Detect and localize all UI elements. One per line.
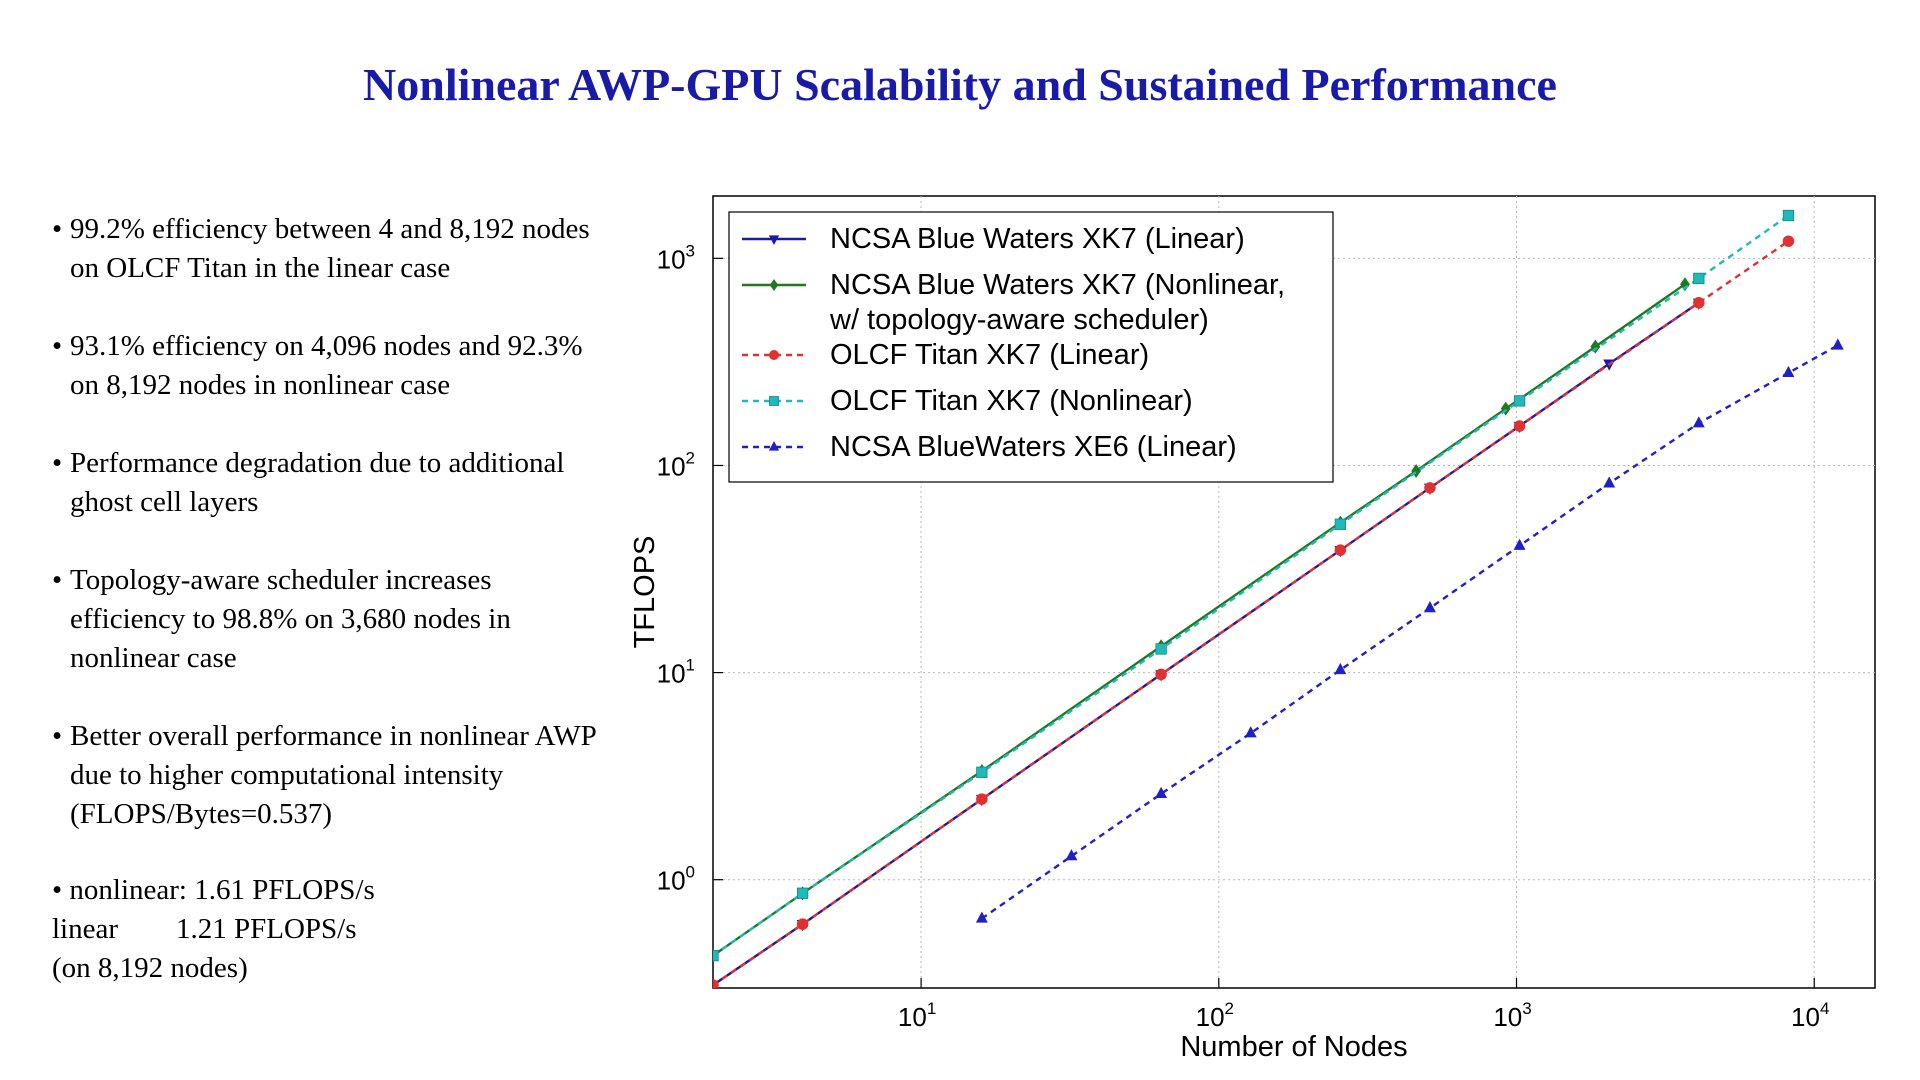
x-tick-label: 104 [1791,999,1829,1032]
data-point [1155,786,1168,798]
bullet-dot: • [52,213,63,245]
bullet-dot: • [52,447,63,479]
data-point [1782,365,1795,378]
x-tick-exponent: 1 [927,999,936,1018]
bullet-dot: • [52,564,63,596]
data-point [1513,420,1526,432]
series-line [981,344,1839,920]
data-point [1155,643,1167,655]
y-tick-exponent: 2 [686,448,695,467]
x-tick-exponent: 3 [1522,999,1531,1018]
data-point [713,949,719,962]
x-tick-label: 102 [1196,999,1234,1032]
y-tick-label: 101 [657,656,695,689]
series-line [713,214,1790,957]
bullet-text: Performance degradation due to additiona… [70,447,565,518]
data-point [1693,272,1705,285]
legend-label: OLCF Titan XK7 (Linear) [830,339,1149,371]
data-point [1513,395,1526,407]
summary-linear: linear 1.21 PFLOPS/s [52,913,357,945]
y-tick-label: 103 [657,241,695,274]
bullet-item: • Better overall performance in nonlinear… [52,717,612,834]
legend: NCSA Blue Waters XK7 (Linear) NCSA Blue W… [728,211,1334,483]
data-point [769,396,779,406]
bullet-text: 99.2% efficiency between 4 and 8,192 nod… [70,213,590,284]
bullet-text: Topology-aware scheduler increases effic… [70,564,511,674]
legend-box [728,211,1334,483]
data-point [1603,476,1616,488]
x-axis-label: Number of Nodes [1180,1031,1407,1063]
x-tick-exponent: 4 [1820,999,1829,1018]
data-point [1334,662,1347,675]
summary-nonlinear: • nonlinear: 1.61 PFLOPS/s [52,874,375,906]
data-point [768,235,780,245]
legend-label: NCSA BlueWaters XE6 (Linear) [830,431,1237,463]
legend-label: NCSA Blue Waters XK7 (Linear) [830,223,1245,255]
series-titan-linear [713,235,1795,988]
series-bw-xe6-linear [975,338,1844,923]
data-point [1500,401,1511,416]
data-point [796,918,809,930]
data-point [1065,849,1078,861]
data-point [1680,277,1690,292]
bullet-text: 93.1% efficiency on 4,096 nodes and 92.3… [70,330,583,401]
data-point [769,350,779,360]
y-tick-label: 102 [657,448,695,481]
data-point [768,441,780,451]
bullet-item: • Topology-aware scheduler increases effi… [52,561,612,678]
bullet-item: • 93.1% efficiency on 4,096 nodes and 92.… [52,327,612,405]
x-tick-label: 103 [1493,999,1531,1032]
legend-label: NCSA Blue Waters XK7 (Nonlinear, [830,269,1285,301]
data-point [1424,601,1436,613]
data-point [1334,544,1347,556]
data-point [1424,482,1436,494]
data-point [713,979,719,988]
bullet-item: • Performance degradation due to addition… [52,444,612,522]
y-tick-exponent: 0 [686,863,695,882]
data-point [1782,235,1795,247]
summary-nodes: (on 8,192 nodes) [52,952,248,984]
data-point [1692,416,1705,428]
y-tick-exponent: 1 [686,656,695,675]
series-group [713,209,1844,988]
legend-label: OLCF Titan XK7 (Nonlinear) [830,385,1193,417]
bullet-list: • 99.2% efficiency between 4 and 8,192 no… [52,210,612,988]
page-title: Nonlinear AWP-GPU Scalability and Sustai… [363,59,1557,110]
y-tick-label: 100 [657,863,695,896]
bullet-dot: • [52,330,63,362]
summary-nonlinear-text: nonlinear: 1.61 PFLOPS/s [69,874,375,906]
x-tick-exponent: 2 [1225,999,1234,1018]
data-point [976,793,988,805]
data-point [976,766,988,778]
bullet-text: Better overall performance in nonlinear … [70,720,596,830]
data-point [1693,297,1705,309]
bullet-item: • 99.2% efficiency between 4 and 8,192 no… [52,210,612,288]
bullet-dot: • [52,720,63,752]
y-axis-label: TFLOPS [629,536,661,649]
x-tick-label: 101 [898,999,936,1032]
data-point [1782,209,1795,222]
data-point [1831,338,1844,350]
y-tick-exponent: 3 [686,241,695,260]
data-point [975,911,988,923]
series-titan-nonlinear [713,209,1795,962]
data-point [1513,538,1526,550]
data-point [1334,518,1346,530]
performance-summary: • nonlinear: 1.61 PFLOPS/s linear 1.21 P… [52,871,612,988]
data-point [1155,668,1167,681]
data-point [1244,726,1257,738]
data-point [769,279,779,291]
data-point [796,887,809,899]
legend-label-continued: w/ topology-aware scheduler) [829,304,1209,336]
